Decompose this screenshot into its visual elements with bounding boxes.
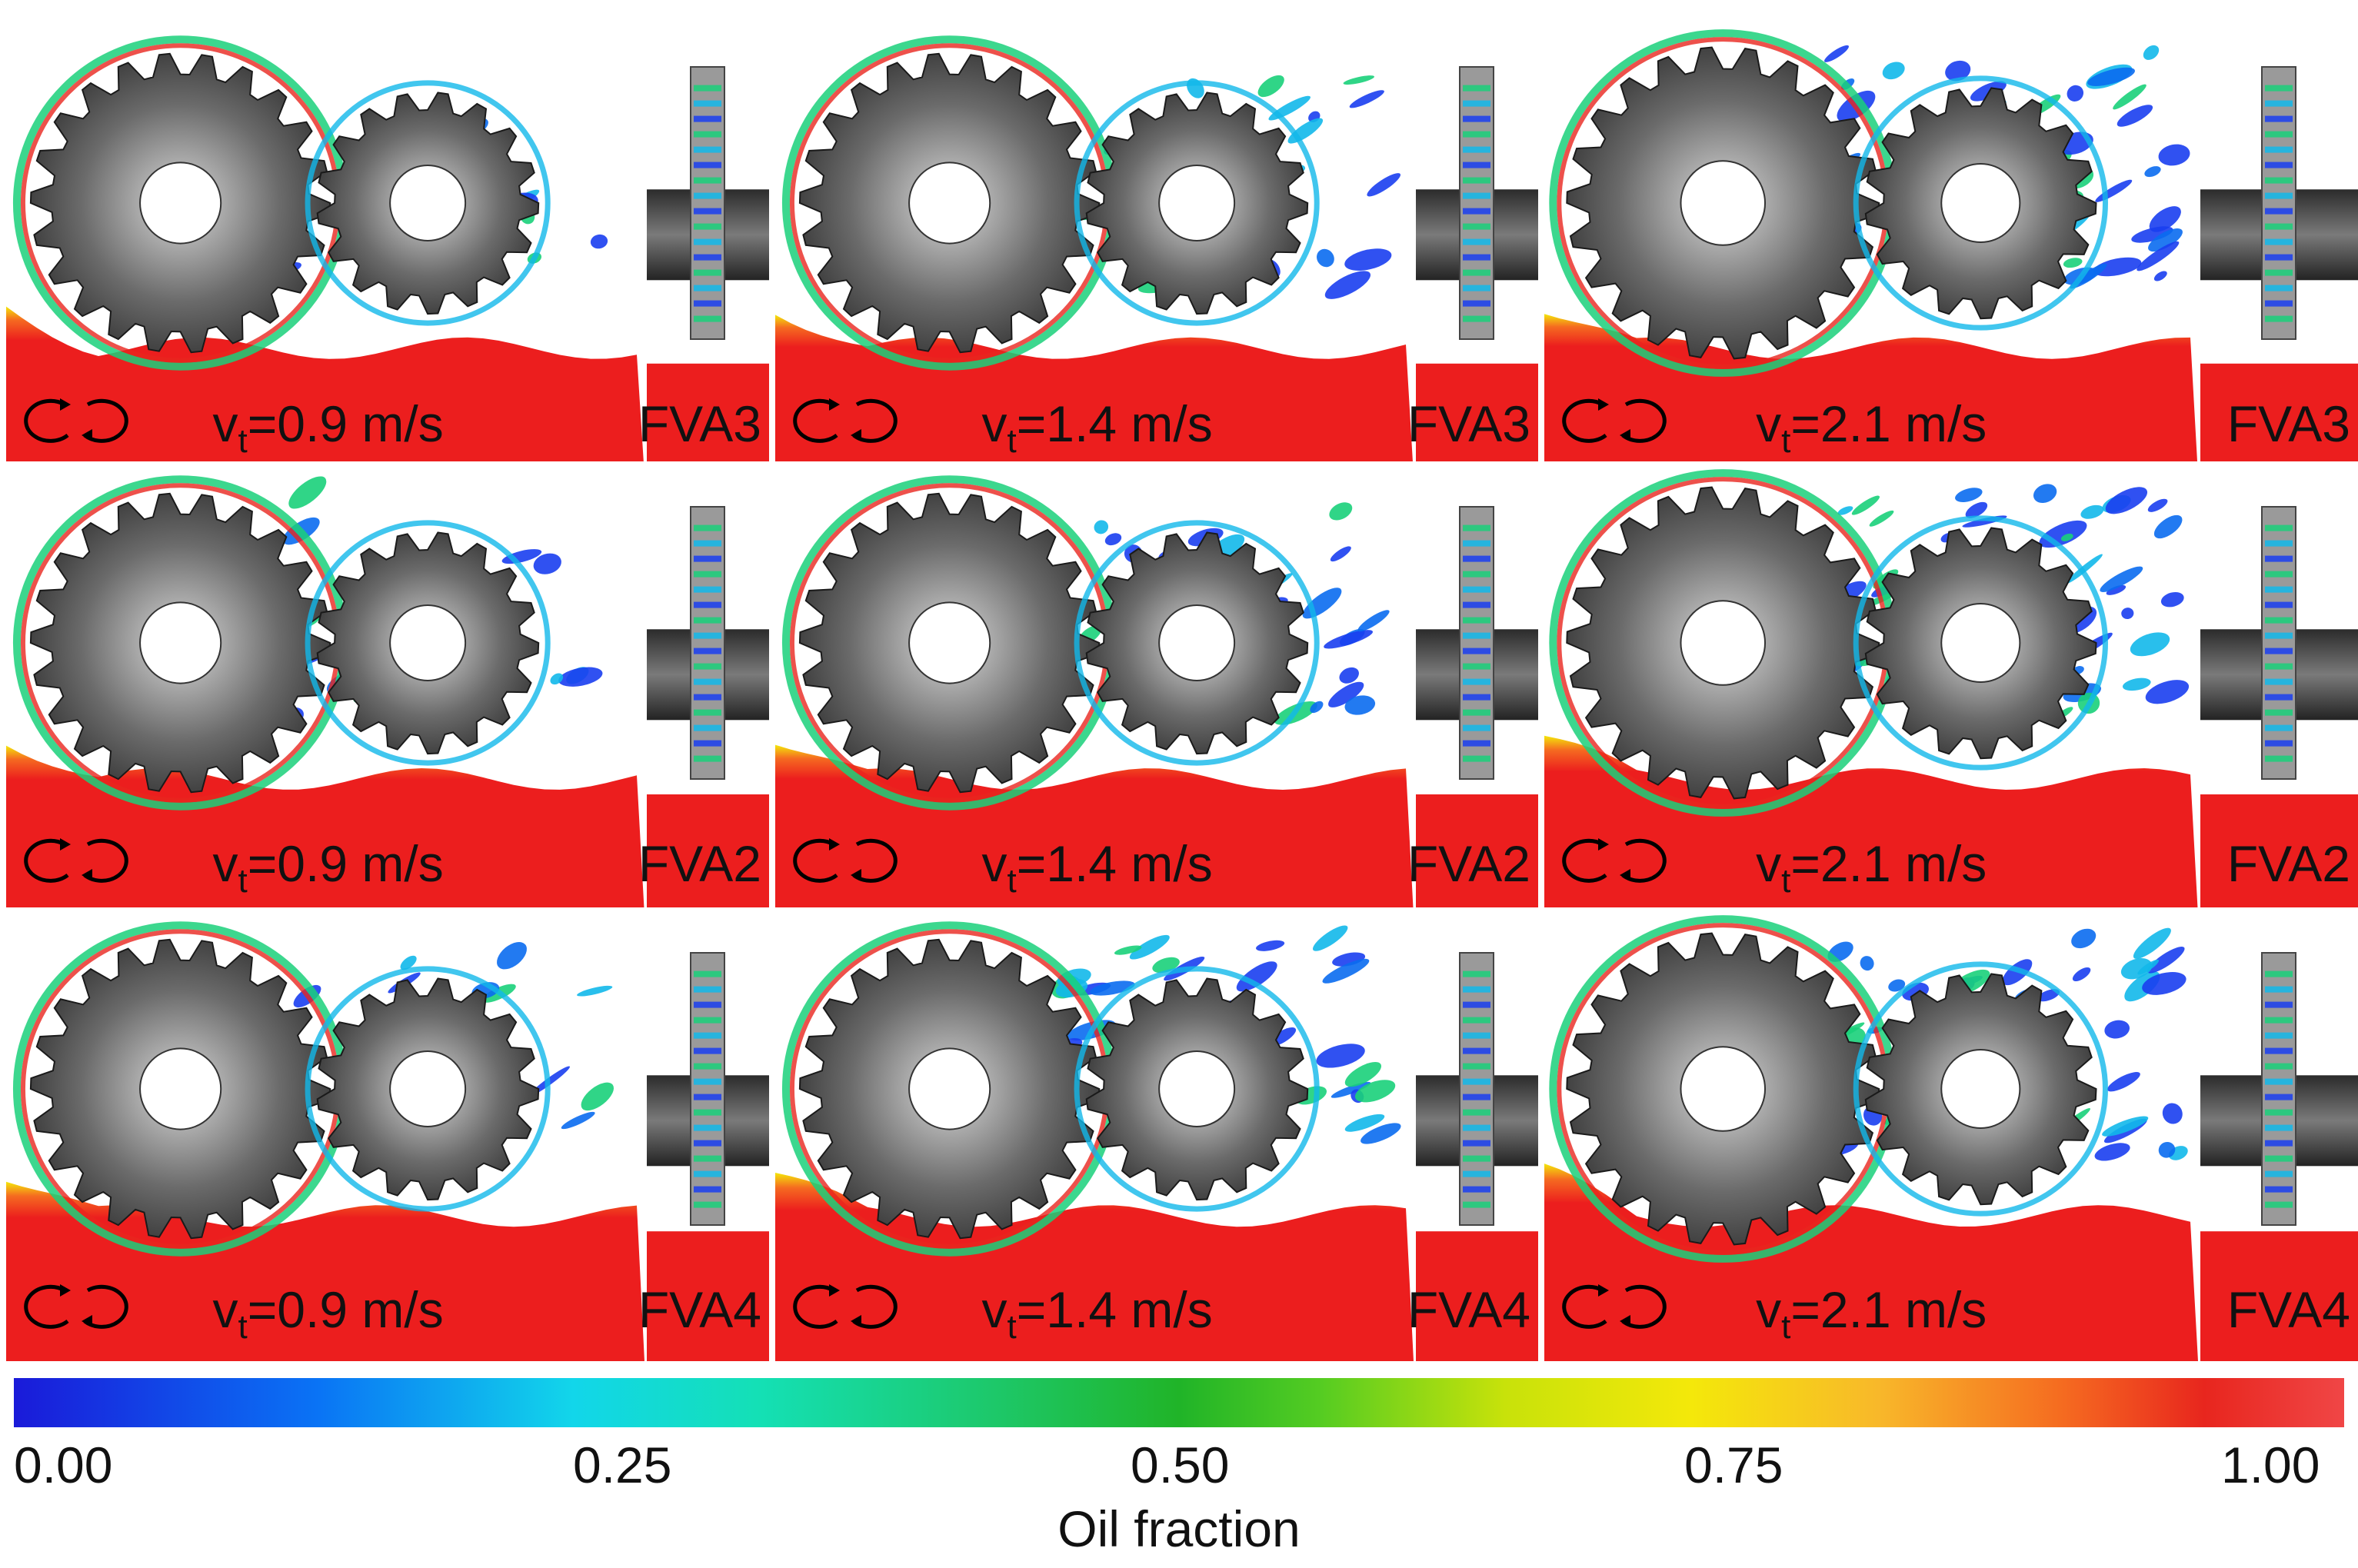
velocity-label: vt=0.9 m/s bbox=[213, 838, 444, 898]
oil-type-label: FVA4 bbox=[1407, 1281, 1530, 1338]
simulation-panel: vt=1.4 m/s FVA4 bbox=[769, 907, 1538, 1361]
velocity-symbol: v bbox=[981, 1281, 1007, 1338]
velocity-subscript: t bbox=[1007, 1308, 1017, 1346]
oil-fraction-colorbar bbox=[14, 1378, 2344, 1427]
velocity-label: vt=2.1 m/s bbox=[1756, 1284, 1987, 1344]
oil-type-label: FVA2 bbox=[2226, 835, 2350, 892]
velocity-value: =0.9 m/s bbox=[247, 1281, 444, 1338]
oil-type-label: FVA2 bbox=[1407, 835, 1530, 892]
flow-field bbox=[6, 22, 769, 475]
simulation-panel: vt=0.9 m/s FVA4 bbox=[0, 907, 769, 1361]
velocity-subscript: t bbox=[1781, 862, 1791, 900]
oil-type-label: FVA4 bbox=[2226, 1281, 2350, 1338]
velocity-value: =0.9 m/s bbox=[247, 395, 444, 452]
flow-field bbox=[1544, 907, 2358, 1361]
simulation-panel: vt=0.9 m/s FVA3 bbox=[0, 22, 769, 475]
colorbar-tick-4: 1.00 bbox=[2221, 1437, 2320, 1493]
velocity-label: vt=0.9 m/s bbox=[213, 398, 444, 458]
oil-type-label: FVA4 bbox=[638, 1281, 761, 1338]
velocity-subscript: t bbox=[1781, 1308, 1791, 1346]
velocity-subscript: t bbox=[238, 422, 248, 460]
oil-type-label: FVA3 bbox=[1407, 395, 1530, 452]
velocity-symbol: v bbox=[1756, 395, 1782, 452]
velocity-value: =1.4 m/s bbox=[1016, 1281, 1213, 1338]
colorbar-label: Oil fraction bbox=[1057, 1500, 1301, 1557]
oil-type-label: FVA2 bbox=[638, 835, 761, 892]
velocity-value: =2.1 m/s bbox=[1790, 835, 1987, 892]
colorbar-tick-2: 0.50 bbox=[1131, 1437, 1230, 1493]
velocity-label: vt=2.1 m/s bbox=[1756, 838, 1987, 898]
velocity-label: vt=1.4 m/s bbox=[982, 398, 1213, 458]
velocity-symbol: v bbox=[1756, 1281, 1782, 1338]
rotation-direction-icon bbox=[24, 838, 128, 883]
flow-field bbox=[775, 461, 1538, 915]
velocity-symbol: v bbox=[212, 1281, 238, 1338]
colorbar-tick-0: 0.00 bbox=[14, 1437, 113, 1493]
velocity-symbol: v bbox=[212, 835, 238, 892]
simulation-panel: vt=2.1 m/s FVA4 bbox=[1538, 907, 2358, 1361]
simulation-panel: vt=0.9 m/s FVA2 bbox=[0, 461, 769, 915]
flow-field bbox=[6, 461, 769, 915]
flow-field bbox=[775, 907, 1538, 1361]
simulation-panel: vt=2.1 m/s FVA2 bbox=[1538, 461, 2358, 915]
velocity-value: =2.1 m/s bbox=[1790, 1281, 1987, 1338]
flow-field bbox=[775, 22, 1538, 475]
velocity-symbol: v bbox=[212, 395, 238, 452]
velocity-subscript: t bbox=[1781, 422, 1791, 460]
rotation-direction-icon bbox=[793, 838, 898, 883]
velocity-symbol: v bbox=[1756, 835, 1782, 892]
velocity-value: =1.4 m/s bbox=[1016, 395, 1213, 452]
simulation-panel: vt=1.4 m/s FVA2 bbox=[769, 461, 1538, 915]
velocity-symbol: v bbox=[981, 395, 1007, 452]
rotation-direction-icon bbox=[24, 1284, 128, 1329]
velocity-subscript: t bbox=[1007, 422, 1017, 460]
velocity-label: vt=1.4 m/s bbox=[982, 1284, 1213, 1344]
simulation-panel: vt=1.4 m/s FVA3 bbox=[769, 22, 1538, 475]
velocity-subscript: t bbox=[1007, 862, 1017, 900]
oil-type-label: FVA3 bbox=[638, 395, 761, 452]
rotation-direction-icon bbox=[1562, 838, 1667, 883]
velocity-value: =1.4 m/s bbox=[1016, 835, 1213, 892]
velocity-label: vt=1.4 m/s bbox=[982, 838, 1213, 898]
simulation-grid: vt=0.9 m/s FVA3 vt=1.4 m/s FVA3 vt=2.1 m/s FV… bbox=[0, 22, 2358, 1361]
velocity-symbol: v bbox=[981, 835, 1007, 892]
flow-field bbox=[1544, 22, 2358, 475]
velocity-label: vt=0.9 m/s bbox=[213, 1284, 444, 1344]
flow-field bbox=[6, 907, 769, 1361]
velocity-label: vt=2.1 m/s bbox=[1756, 398, 1987, 458]
velocity-subscript: t bbox=[238, 862, 248, 900]
colorbar-tick-1: 0.25 bbox=[573, 1437, 672, 1493]
flow-field bbox=[1544, 461, 2358, 915]
rotation-direction-icon bbox=[793, 398, 898, 443]
rotation-direction-icon bbox=[793, 1284, 898, 1329]
oil-type-label: FVA3 bbox=[2226, 395, 2350, 452]
velocity-value: =2.1 m/s bbox=[1790, 395, 1987, 452]
colorbar-tick-3: 0.75 bbox=[1684, 1437, 1783, 1493]
velocity-value: =0.9 m/s bbox=[247, 835, 444, 892]
rotation-direction-icon bbox=[1562, 398, 1667, 443]
rotation-direction-icon bbox=[1562, 1284, 1667, 1329]
rotation-direction-icon bbox=[24, 398, 128, 443]
velocity-subscript: t bbox=[238, 1308, 248, 1346]
simulation-panel: vt=2.1 m/s FVA3 bbox=[1538, 22, 2358, 475]
